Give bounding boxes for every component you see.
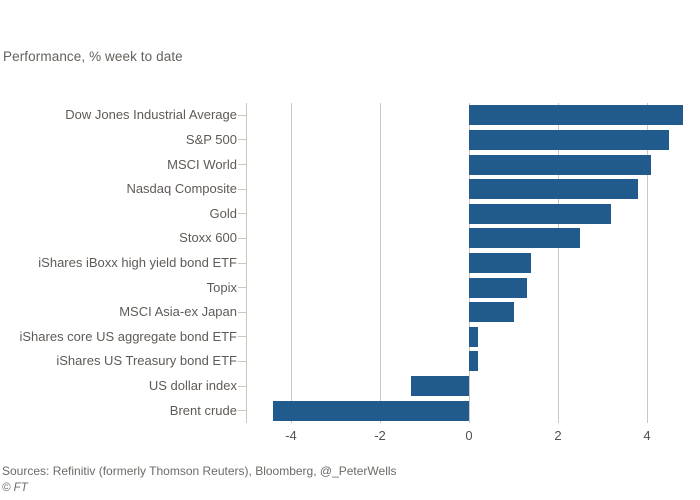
category-tick	[238, 360, 246, 362]
category-tick	[238, 336, 246, 338]
category-tick	[238, 164, 246, 166]
gridline	[379, 103, 381, 423]
category-label: MSCI World	[167, 156, 237, 172]
category-tick	[238, 410, 246, 412]
category-tick	[238, 213, 246, 215]
bar	[469, 277, 527, 298]
category-tick	[238, 139, 246, 141]
category-label: US dollar index	[148, 378, 237, 394]
category-label: iShares iBoxx high yield bond ETF	[38, 255, 237, 270]
chart-subtitle: Performance, % week to date	[3, 49, 183, 64]
ft-copyright: © FT	[2, 482, 28, 494]
x-axis-tick-label: -4	[285, 428, 297, 443]
x-axis-tick-label: 0	[465, 428, 473, 443]
category-label: S&P 500	[185, 131, 237, 147]
bar	[469, 179, 639, 200]
category-label: Stoxx 600	[179, 230, 237, 246]
category-tick	[238, 287, 246, 289]
bar	[469, 129, 670, 150]
category-label: Nasdaq Composite	[126, 181, 237, 197]
bar	[469, 105, 683, 126]
source-note: Sources: Refinitiv (formerly Thomson Reu…	[2, 464, 397, 478]
category-label: MSCI Asia-ex Japan	[119, 304, 237, 320]
bar	[469, 154, 652, 175]
category-tick	[238, 114, 246, 116]
x-axis-tick-label: 2	[554, 428, 562, 443]
category-tick	[238, 311, 246, 313]
x-axis-tick-label: -2	[374, 428, 386, 443]
bar-chart-plot-area: -4 -2 0 2 4 Dow Jones Industrial Average S&P 5…	[0, 103, 700, 443]
category-tick	[238, 385, 246, 387]
gridline	[646, 103, 648, 423]
category-label: Topix	[206, 279, 237, 295]
bar	[469, 203, 612, 224]
category-axis-line	[245, 103, 247, 423]
x-axis-tick-label: 4	[643, 428, 651, 443]
gridline	[290, 103, 292, 423]
category-label: Dow Jones Industrial Average	[65, 107, 237, 123]
bar	[469, 351, 478, 372]
bar	[469, 302, 514, 323]
category-tick	[238, 188, 246, 190]
gridline	[557, 103, 559, 423]
category-label: iShares US Treasury bond ETF	[56, 353, 237, 369]
category-tick	[238, 237, 246, 239]
bar	[411, 376, 469, 397]
category-label: Gold	[209, 205, 237, 221]
bar	[469, 326, 478, 347]
bar	[469, 253, 532, 273]
category-tick	[238, 262, 246, 264]
category-label: Brent crude	[169, 402, 237, 418]
bar	[273, 400, 469, 421]
category-label: iShares core US aggregate bond ETF	[19, 328, 237, 344]
bar	[469, 228, 581, 249]
